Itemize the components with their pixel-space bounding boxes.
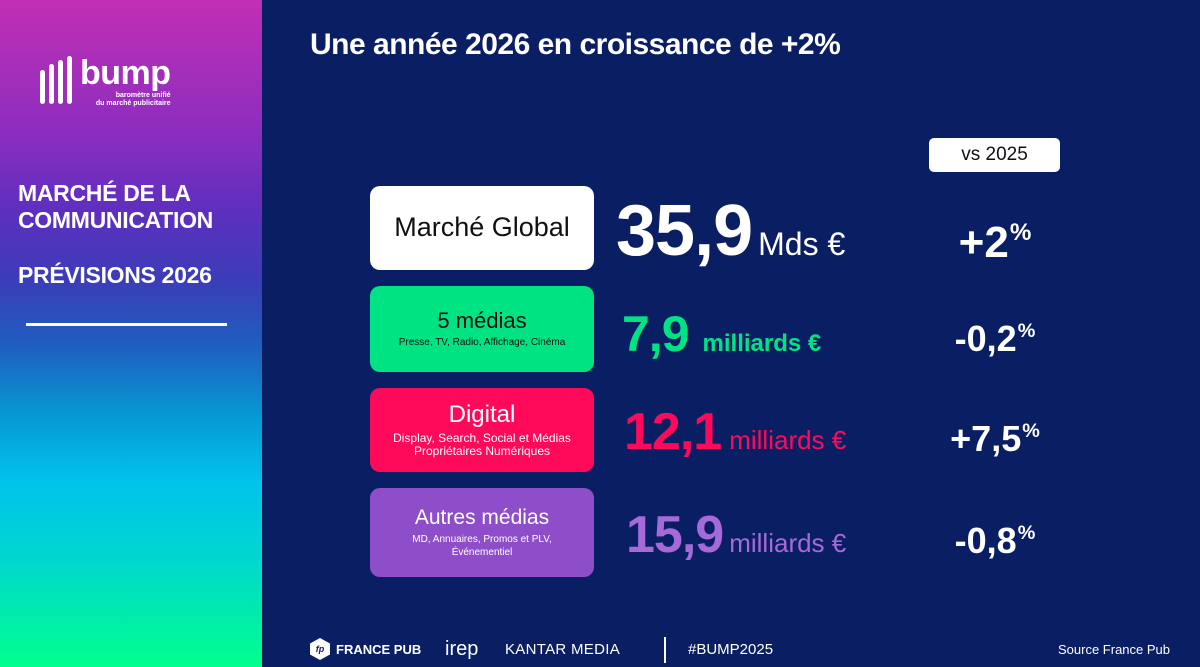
value-number: 7,9 — [622, 306, 690, 362]
value-unit: Mds € — [758, 226, 846, 262]
sidebar-title: MARCHÉ DE LA COMMUNICATION — [18, 180, 213, 234]
bump-logo: bump baromètre unifié du marché publicit… — [40, 56, 171, 108]
change-digital: +7,5% — [930, 418, 1060, 460]
card-desc-2: Événementiel — [451, 546, 513, 558]
change-autres-medias: -0,8% — [930, 520, 1060, 562]
value-number: 15,9 — [626, 506, 724, 564]
value-unit: milliards € — [702, 330, 822, 357]
card-title: Digital — [448, 401, 516, 429]
value-unit: milliards € — [729, 425, 847, 455]
value-marche-global: 35,9 Mds € — [616, 190, 845, 272]
percent-sign: % — [1017, 522, 1036, 545]
change-value: +2 — [958, 218, 1009, 267]
card-autres-medias: Autres médias MD, Annuaires, Promos et P… — [370, 488, 594, 577]
value-unit: milliards € — [729, 528, 847, 558]
logo-word: bump — [80, 54, 171, 92]
card-desc-1: Display, Search, Social et Médias — [393, 430, 571, 445]
source-label: Source France Pub — [1058, 641, 1171, 657]
change-marche-global: +2% — [930, 218, 1060, 268]
card-desc-1: MD, Annuaires, Promos et PLV, — [412, 533, 552, 545]
footer: fp FRANCE PUB irep KANTAR MEDIA #BUMP202… — [0, 634, 1200, 667]
card-title: Autres médias — [414, 506, 550, 530]
sidebar-subtitle: PRÉVISIONS 2026 — [18, 262, 212, 288]
france-pub-label: FRANCE PUB — [336, 641, 422, 657]
card-title: Marché Global — [394, 212, 570, 243]
logo-tagline-1: baromètre unifié — [115, 92, 171, 99]
change-value: +7,5 — [950, 418, 1022, 459]
bars-icon — [40, 56, 72, 104]
card-title: 5 médias — [437, 308, 527, 334]
card-desc-2: Propriétaires Numériques — [413, 443, 551, 458]
hashtag: #BUMP2025 — [688, 640, 774, 658]
card-desc: Presse, TV, Radio, Affichage, Cinéma — [398, 336, 566, 348]
france-pub-icon: fp — [310, 638, 330, 660]
comparison-badge: vs 2025 — [929, 138, 1060, 172]
sidebar-title-line-1: MARCHÉ DE LA — [18, 180, 191, 206]
percent-sign: % — [1022, 420, 1040, 443]
value-digital: 12,1 milliards € — [624, 402, 846, 462]
percent-sign: % — [1009, 219, 1032, 247]
value-5-medias: 7,9 milliards € — [622, 305, 821, 363]
change-value: -0,2 — [954, 318, 1017, 359]
sidebar: bump baromètre unifié du marché publicit… — [0, 0, 262, 667]
page-title: Une année 2026 en croissance de +2% — [310, 28, 841, 61]
logo-tagline-2: du marché publicitaire — [95, 100, 171, 107]
percent-sign: % — [1017, 320, 1036, 343]
card-digital: Digital Display, Search, Social et Média… — [370, 388, 594, 472]
sidebar-divider — [26, 323, 227, 326]
value-autres-medias: 15,9 milliards € — [626, 505, 846, 565]
irep-logo: irep — [445, 637, 479, 660]
value-number: 35,9 — [616, 191, 753, 271]
footer-divider — [664, 637, 666, 663]
change-5-medias: -0,2% — [930, 318, 1060, 360]
value-number: 12,1 — [624, 403, 722, 461]
sidebar-title-line-2: COMMUNICATION — [18, 207, 213, 233]
card-marche-global: Marché Global — [370, 186, 594, 270]
change-value: -0,8 — [954, 520, 1017, 561]
kantar-media-logo: KANTAR MEDIA — [505, 640, 621, 658]
card-5-medias: 5 médias Presse, TV, Radio, Affichage, C… — [370, 286, 594, 372]
france-pub-logo: fp FRANCE PUB — [310, 634, 421, 664]
